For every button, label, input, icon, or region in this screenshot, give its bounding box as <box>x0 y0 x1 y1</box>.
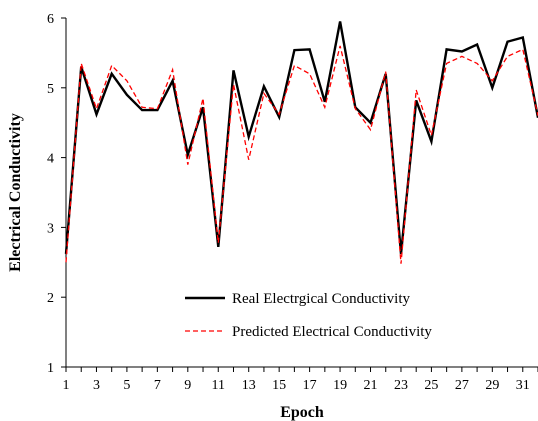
y-tick-label: 4 <box>47 152 54 167</box>
legend-label-real: Real Electrgical Conductivity <box>232 291 411 307</box>
x-axis-title: Epoch <box>280 404 324 421</box>
y-tick-label: 6 <box>47 12 54 27</box>
y-tick-label: 5 <box>47 82 54 97</box>
series-line-predicted <box>65 45 538 264</box>
y-tick-label: 1 <box>47 361 54 376</box>
y-tick-label: 2 <box>47 291 54 306</box>
x-tick-label: 5 <box>123 378 130 393</box>
x-tick-label: 27 <box>455 378 469 393</box>
axes <box>61 17 538 372</box>
x-tick-label: 1 <box>63 378 70 393</box>
x-tick-label: 31 <box>516 378 530 393</box>
x-tick-label: 13 <box>242 378 256 393</box>
x-tick-label: 21 <box>364 378 378 393</box>
y-tick-label: 3 <box>47 221 54 236</box>
series-line-real <box>64 21 538 255</box>
series-lines <box>64 21 538 264</box>
x-tick-label: 3 <box>93 378 100 393</box>
legend-label-predicted: Predicted Electrical Conductivity <box>232 324 432 340</box>
x-tick-label: 17 <box>303 378 317 393</box>
x-tick-label: 23 <box>394 378 408 393</box>
y-axis-title: Electrical Conductivity <box>7 113 24 272</box>
x-tick-label: 15 <box>272 378 286 393</box>
legend: Real Electrgical Conductivity Predicted … <box>185 291 432 340</box>
x-tick-label: 25 <box>424 378 438 393</box>
x-tick-label: 9 <box>184 378 191 393</box>
x-tick-label: 7 <box>154 378 161 393</box>
x-tick-label: 19 <box>333 378 347 393</box>
x-tick-label: 29 <box>485 378 499 393</box>
x-tick-label: 11 <box>212 378 225 393</box>
